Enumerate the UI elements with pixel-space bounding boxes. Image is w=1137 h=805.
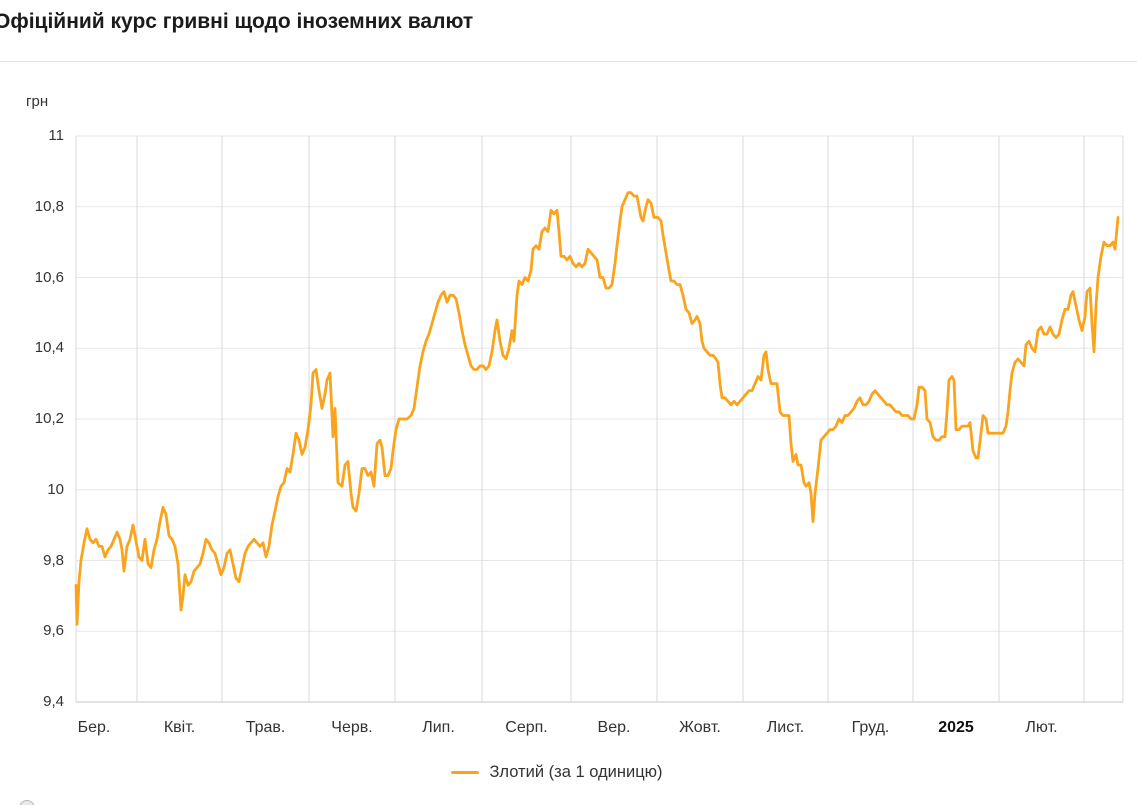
legend-line-marker-icon <box>451 771 480 774</box>
y-tick-label: 10,2 <box>34 410 64 427</box>
y-tick-label: 10,8 <box>34 197 64 215</box>
x-tick-label: Груд. <box>851 719 890 736</box>
header-divider <box>0 61 1137 62</box>
y-axis-unit-label: грн <box>26 93 49 110</box>
x-tick-label: Серп. <box>505 719 548 736</box>
x-tick-label: Черв. <box>331 719 373 736</box>
y-tick-label: 9,8 <box>43 551 64 569</box>
y-tick-label: 11 <box>48 127 64 144</box>
x-tick-label: 2025 <box>938 719 974 736</box>
legend-item-zloty[interactable]: Злотий (за 1 одиницю) <box>0 763 1114 782</box>
y-tick-label: 10,6 <box>34 268 64 286</box>
x-tick-label: Лист. <box>766 719 805 736</box>
x-tick-label: Жовт. <box>679 719 721 736</box>
y-tick-label: 10 <box>47 480 64 498</box>
x-tick-label: Бер. <box>77 719 111 736</box>
y-tick-label: 9,4 <box>43 693 64 710</box>
y-tick-label: 10,4 <box>34 339 64 357</box>
x-tick-label: Квіт. <box>163 719 196 736</box>
page-title: Офіційний курс гривні щодо іноземних вал… <box>0 10 474 33</box>
x-tick-label: Лип. <box>422 719 455 736</box>
y-tick-label: 9,6 <box>43 622 64 640</box>
x-tick-label: Трав. <box>245 719 286 736</box>
x-tick-label: Лют. <box>1025 719 1058 736</box>
x-tick-label: Вер. <box>597 719 631 736</box>
legend-series-label: Злотий (за 1 одиницю) <box>489 763 663 781</box>
